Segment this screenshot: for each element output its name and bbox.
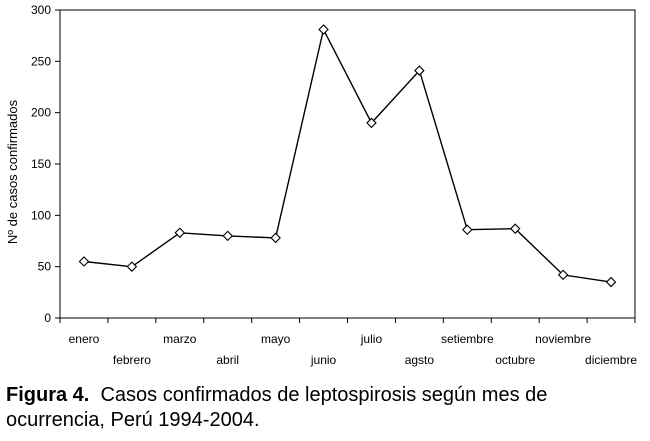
data-point-marker	[270, 232, 281, 244]
plot-frame	[59, 9, 636, 319]
y-tick-label: 300	[31, 3, 51, 17]
x-category-label: febrero	[113, 353, 151, 367]
x-category-label: setiembre	[441, 332, 494, 346]
data-point-marker	[78, 256, 90, 267]
x-category-label: mayo	[261, 332, 291, 346]
figure-caption: Figura 4. Casos confirmados de leptospir…	[6, 383, 646, 433]
x-category-label: marzo	[163, 332, 197, 346]
data-point-marker	[557, 269, 569, 281]
data-point-marker	[605, 276, 617, 288]
x-category-label: octubre	[495, 353, 535, 367]
x-category-label: junio	[310, 353, 337, 367]
line-chart: 0 50 100 150 200 250 300 enero febrero marzo abri…	[5, 3, 637, 367]
x-category-label: agsto	[405, 353, 435, 367]
data-point-marker	[509, 223, 521, 234]
x-category-label: abril	[216, 353, 239, 367]
data-point-marker	[126, 261, 138, 272]
y-axis-label: Nº de casos confirmados	[5, 99, 20, 244]
y-tick-label: 50	[38, 260, 52, 274]
data-point-marker	[414, 65, 425, 76]
chart-axes	[59, 9, 636, 319]
data-point-marker	[222, 230, 233, 242]
data-point-marker	[366, 117, 377, 129]
x-category-label: julio	[360, 332, 383, 346]
y-tick-label: 200	[31, 106, 51, 120]
y-tick-label: 150	[31, 157, 51, 171]
figure-caption-text-2: ocurrencia, Perú 1994-2004.	[6, 409, 260, 431]
y-tick-label: 100	[31, 208, 51, 222]
x-category-label: noviembre	[535, 332, 591, 346]
series-group	[78, 24, 617, 288]
figure-caption-text: Casos confirmados de leptospirosis según…	[100, 384, 548, 406]
figure-label: Figura 4.	[6, 384, 90, 406]
y-axis-ticks: 0 50 100 150 200 250 300	[31, 3, 60, 325]
x-axis-ticks: enero febrero marzo abril mayo junio julio agst…	[59, 318, 637, 367]
data-point-marker	[174, 227, 186, 239]
y-tick-label: 0	[44, 311, 51, 325]
data-point-marker	[318, 24, 329, 35]
y-tick-label: 250	[31, 54, 51, 68]
data-point-marker	[462, 224, 473, 235]
x-category-label: diciembre	[585, 353, 637, 367]
x-category-label: enero	[69, 332, 100, 346]
series-line	[83, 27, 612, 283]
